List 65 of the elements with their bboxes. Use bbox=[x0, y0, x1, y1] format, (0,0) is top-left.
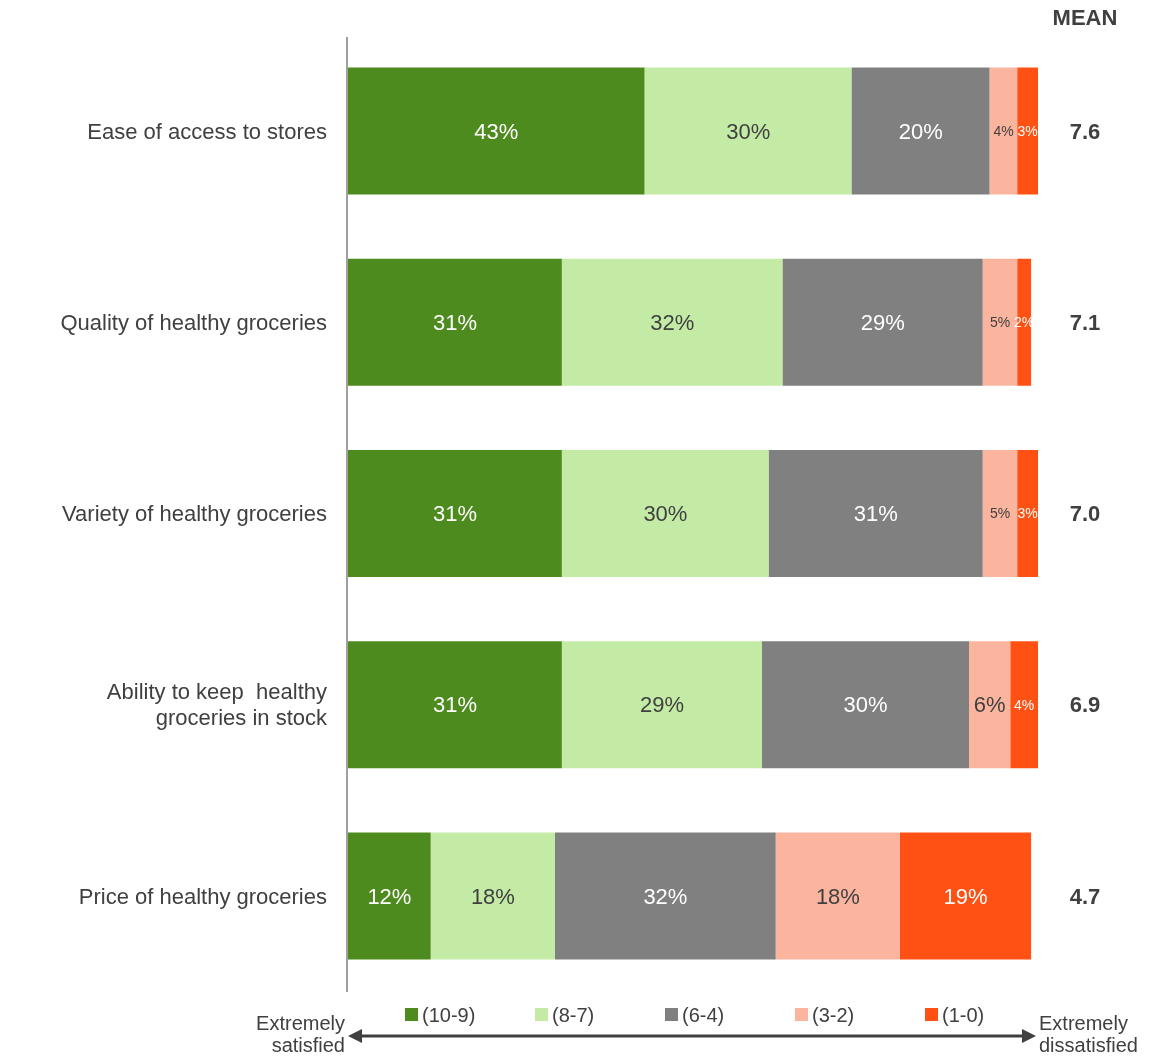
bar bbox=[768, 450, 983, 577]
data-label: 30% bbox=[843, 692, 888, 718]
bar bbox=[989, 67, 1018, 195]
data-label: 19% bbox=[943, 883, 988, 909]
data-label: 3% bbox=[1017, 122, 1038, 139]
bar bbox=[762, 641, 969, 769]
data-label: 32% bbox=[650, 309, 695, 335]
legend-label: (1-0) bbox=[942, 1004, 985, 1026]
data-label: 29% bbox=[860, 309, 905, 335]
text: Extremely satisfied bbox=[256, 1012, 345, 1056]
bar bbox=[430, 832, 555, 960]
bar bbox=[1010, 641, 1038, 769]
text: MEAN bbox=[1052, 4, 1118, 30]
legend-label: (6-4) bbox=[682, 1004, 725, 1026]
data-label: 18% bbox=[470, 883, 515, 909]
data-label: 12% bbox=[367, 883, 412, 909]
data-label: 4% bbox=[1014, 696, 1035, 713]
bar bbox=[348, 67, 645, 195]
text: 7.0 bbox=[1069, 501, 1101, 527]
bar bbox=[348, 258, 562, 386]
data-label: 30% bbox=[726, 118, 771, 144]
y-tick-label: Price of healthy groceries bbox=[78, 883, 327, 909]
bar bbox=[1017, 67, 1038, 195]
bar bbox=[555, 832, 776, 960]
data-label: 29% bbox=[639, 692, 684, 718]
bar bbox=[561, 641, 762, 769]
data-label: 43% bbox=[474, 118, 519, 144]
bar bbox=[348, 450, 562, 577]
data-label: 32% bbox=[643, 883, 688, 909]
legend-label: (10-9) bbox=[422, 1004, 476, 1026]
data-label: 31% bbox=[432, 692, 477, 718]
bar bbox=[348, 641, 562, 769]
y-tick-label: Ease of access to stores bbox=[87, 118, 327, 144]
data-label: 5% bbox=[989, 314, 1011, 331]
data-label: 5% bbox=[989, 505, 1011, 522]
bar bbox=[348, 832, 431, 960]
bar bbox=[851, 67, 990, 195]
bar bbox=[644, 67, 852, 195]
bar bbox=[982, 450, 1018, 577]
bar bbox=[782, 258, 983, 386]
legend-label: (8-7) bbox=[552, 1004, 595, 1026]
text: 7.1 bbox=[1069, 309, 1101, 335]
data-label: 3% bbox=[1017, 505, 1038, 522]
y-tick-label: Variety of healthy groceries bbox=[62, 501, 327, 527]
data-label: 31% bbox=[432, 309, 477, 335]
text: 4.7 bbox=[1069, 883, 1101, 909]
bar bbox=[1017, 450, 1038, 577]
data-label: 18% bbox=[815, 883, 860, 909]
data-label: 20% bbox=[898, 118, 943, 144]
data-label: 31% bbox=[853, 501, 898, 527]
y-tick-label: Quality of healthy groceries bbox=[60, 309, 327, 335]
y-tick-label: Ability to keep healthy groceries in stock bbox=[106, 679, 328, 731]
bar bbox=[561, 258, 783, 386]
text: 6.9 bbox=[1069, 692, 1101, 718]
data-label: 31% bbox=[432, 501, 477, 527]
text: Extremely dissatisfied bbox=[1039, 1012, 1138, 1056]
bar bbox=[561, 450, 769, 577]
data-label: 30% bbox=[643, 501, 688, 527]
data-label: 4% bbox=[993, 122, 1014, 139]
bar bbox=[969, 641, 1011, 769]
bar bbox=[775, 832, 900, 960]
legend-label: (3-2) bbox=[812, 1004, 855, 1026]
text: 7.6 bbox=[1069, 118, 1101, 144]
data-label: 6% bbox=[973, 692, 1006, 718]
bar bbox=[900, 832, 1032, 960]
